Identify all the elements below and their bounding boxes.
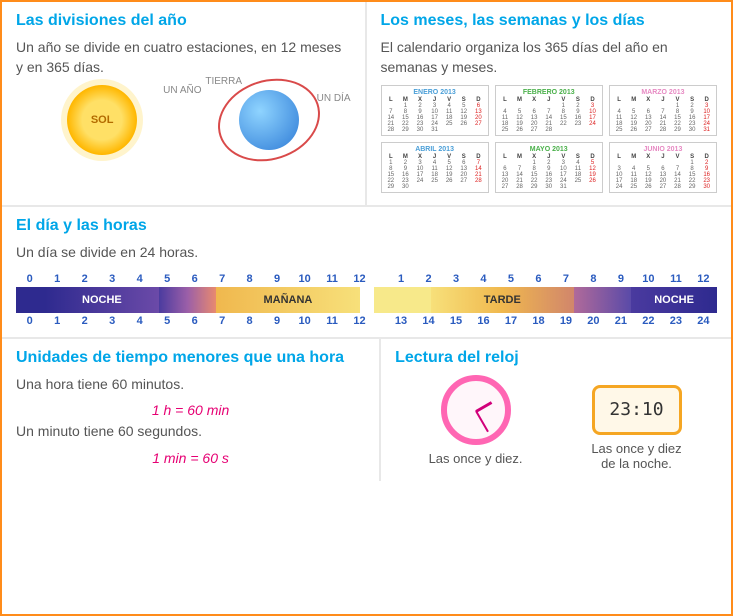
section2-title: Los meses, las semanas y los días	[381, 12, 718, 30]
section2-text: El calendario organiza los 365 días del …	[381, 38, 718, 77]
calendar-febrero: FEBRERO 2013LMXJVSD123456789101112131415…	[495, 85, 603, 136]
section4-title: Unidades de tiempo menores que una hora	[16, 349, 365, 367]
calendar-marzo: MARZO 2013LMXJVSD12345678910111213141516…	[609, 85, 717, 136]
section1-title: Las divisiones del año	[16, 12, 351, 30]
calendar-abril: ABRIL 2013LMXJVSD12345678910111213141516…	[381, 142, 489, 193]
sun-label: SOL	[91, 114, 114, 126]
section4-line2: Un minuto tiene 60 segundos.	[16, 422, 365, 442]
section3-title: El día y las horas	[16, 217, 717, 235]
equation-1: 1 h = 60 min	[16, 402, 365, 418]
equation-2: 1 min = 60 s	[16, 450, 365, 466]
section1-text: Un año se divide en cuatro estaciones, e…	[16, 38, 351, 77]
section4-line1: Una hora tiene 60 minutos.	[16, 375, 365, 395]
section5-title: Lectura del reloj	[395, 349, 717, 367]
calendar-enero: ENERO 2013LMXJVSD12345678910111213141516…	[381, 85, 489, 136]
digital-clock-icon: 23:10	[592, 385, 682, 435]
sun-earth-diagram: UN AÑO UN DÍA SOL TIERRA	[16, 85, 351, 195]
earth-icon	[239, 90, 299, 150]
timeline-bottom-labels: 0123456789101112131415161718192021222324	[16, 315, 717, 327]
calendar-junio: JUNIO 2013LMXJVSD12345678910111213141516…	[609, 142, 717, 193]
section3-text: Un día se divide en 24 horas.	[16, 243, 717, 263]
analog-clock-icon	[441, 375, 511, 445]
digital-caption: Las once y diezde la noche.	[556, 441, 717, 471]
calendar-grid: ENERO 2013LMXJVSD12345678910111213141516…	[381, 85, 718, 193]
sun-icon: SOL	[67, 85, 137, 155]
timeline-top-labels: 0123456789101112123456789101112	[16, 273, 717, 285]
label-un-dia: UN DÍA	[317, 93, 351, 104]
timeline-bar: NOCHEMAÑANATARDENOCHE	[16, 287, 717, 313]
label-un-ano: UN AÑO	[163, 85, 201, 96]
calendar-mayo: MAYO 2013LMXJVSD123456789101112131415161…	[495, 142, 603, 193]
earth-label: TIERRA	[205, 76, 242, 87]
day-timeline: 0123456789101112123456789101112 NOCHEMAÑ…	[16, 273, 717, 327]
analog-caption: Las once y diez.	[395, 451, 556, 466]
